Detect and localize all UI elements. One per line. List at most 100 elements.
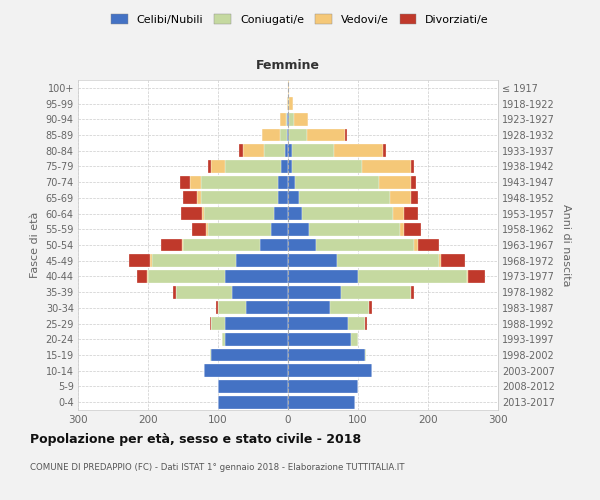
Bar	[225, 317, 288, 330]
Bar	[404, 223, 421, 235]
Bar	[288, 333, 351, 345]
Text: Popolazione per età, sesso e stato civile - 2018: Popolazione per età, sesso e stato civil…	[30, 432, 361, 446]
Bar	[288, 82, 289, 94]
Bar	[280, 113, 286, 126]
Bar	[379, 176, 410, 188]
Bar	[330, 302, 368, 314]
Bar	[225, 270, 288, 283]
Bar	[225, 160, 281, 173]
Bar	[334, 144, 383, 157]
Bar	[206, 223, 208, 235]
Bar	[202, 207, 204, 220]
Bar	[284, 144, 288, 157]
Bar	[288, 160, 292, 173]
Bar	[208, 160, 211, 173]
Bar	[137, 270, 147, 283]
Bar	[365, 317, 367, 330]
Bar	[200, 192, 277, 204]
Bar	[439, 254, 440, 267]
Bar	[289, 128, 307, 141]
Bar	[288, 144, 292, 157]
Text: COMUNE DI PREDAPPIO (FC) - Dati ISTAT 1° gennaio 2018 - Elaborazione TUTTITALIA.: COMUNE DI PREDAPPIO (FC) - Dati ISTAT 1°…	[30, 462, 404, 471]
Bar	[204, 364, 288, 377]
Bar	[209, 317, 211, 330]
Bar	[218, 396, 288, 408]
Bar	[211, 317, 225, 330]
Bar	[316, 238, 414, 252]
Bar	[161, 238, 182, 252]
Bar	[288, 396, 355, 408]
Bar	[287, 97, 288, 110]
Bar	[292, 160, 361, 173]
Bar	[295, 176, 379, 188]
Bar	[468, 270, 485, 283]
Bar	[182, 238, 183, 252]
Bar	[271, 223, 288, 235]
Bar	[148, 270, 225, 283]
Bar	[288, 97, 289, 110]
Y-axis label: Fasce di età: Fasce di età	[30, 212, 40, 278]
Bar	[288, 348, 365, 362]
Bar	[183, 238, 260, 252]
Bar	[347, 317, 365, 330]
Bar	[262, 128, 280, 141]
Bar	[197, 192, 200, 204]
Bar	[288, 317, 347, 330]
Bar	[289, 97, 293, 110]
Bar	[211, 160, 225, 173]
Bar	[341, 286, 410, 298]
Bar	[235, 254, 288, 267]
Bar	[288, 380, 358, 393]
Bar	[404, 207, 418, 220]
Bar	[410, 192, 418, 204]
Bar	[467, 270, 468, 283]
Bar	[288, 238, 316, 252]
Bar	[288, 286, 341, 298]
Bar	[383, 144, 386, 157]
Bar	[410, 286, 414, 298]
Bar	[150, 254, 151, 267]
Bar	[288, 364, 372, 377]
Bar	[277, 192, 288, 204]
Bar	[393, 207, 404, 220]
Bar	[287, 113, 288, 126]
Bar	[277, 176, 288, 188]
Bar	[286, 113, 287, 126]
Bar	[309, 223, 400, 235]
Bar	[292, 144, 334, 157]
Bar	[288, 192, 299, 204]
Bar	[410, 160, 414, 173]
Bar	[151, 254, 235, 267]
Bar	[287, 128, 288, 141]
Bar	[389, 192, 410, 204]
Bar	[288, 223, 309, 235]
Bar	[410, 176, 416, 188]
Bar	[239, 144, 242, 157]
Bar	[346, 128, 347, 141]
Bar	[204, 207, 274, 220]
Y-axis label: Anni di nascita: Anni di nascita	[560, 204, 571, 286]
Bar	[263, 144, 284, 157]
Bar	[414, 238, 418, 252]
Bar	[242, 144, 263, 157]
Bar	[192, 223, 206, 235]
Bar	[218, 302, 246, 314]
Bar	[288, 176, 295, 188]
Bar	[232, 286, 288, 298]
Bar	[280, 128, 287, 141]
Bar	[260, 238, 288, 252]
Bar	[288, 302, 330, 314]
Bar	[288, 113, 289, 126]
Bar	[246, 302, 288, 314]
Bar	[295, 113, 308, 126]
Bar	[351, 333, 358, 345]
Bar	[281, 160, 288, 173]
Bar	[173, 286, 176, 298]
Bar	[368, 302, 372, 314]
Bar	[221, 333, 225, 345]
Bar	[288, 207, 302, 220]
Bar	[179, 176, 190, 188]
Bar	[225, 333, 288, 345]
Bar	[361, 160, 410, 173]
Bar	[288, 270, 358, 283]
